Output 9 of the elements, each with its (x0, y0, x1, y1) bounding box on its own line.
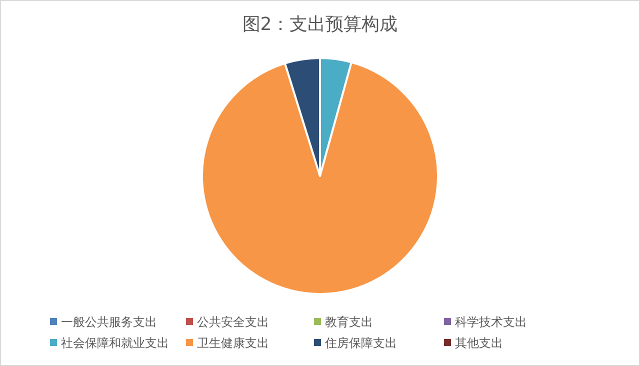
legend-label: 社会保障和就业支出 (61, 336, 169, 350)
legend-label: 住房保障支出 (324, 336, 397, 350)
legend-label: 卫生健康支出 (197, 336, 269, 350)
chart-title: 图2：支出预算构成 (242, 14, 398, 35)
legend-label: 其他支出 (455, 336, 503, 350)
legend-label: 一般公共服务支出 (61, 315, 157, 329)
legend-label: 教育支出 (325, 315, 373, 329)
legend-label: 科学技术支出 (455, 315, 527, 329)
legend-label: 公共安全支出 (197, 315, 269, 329)
